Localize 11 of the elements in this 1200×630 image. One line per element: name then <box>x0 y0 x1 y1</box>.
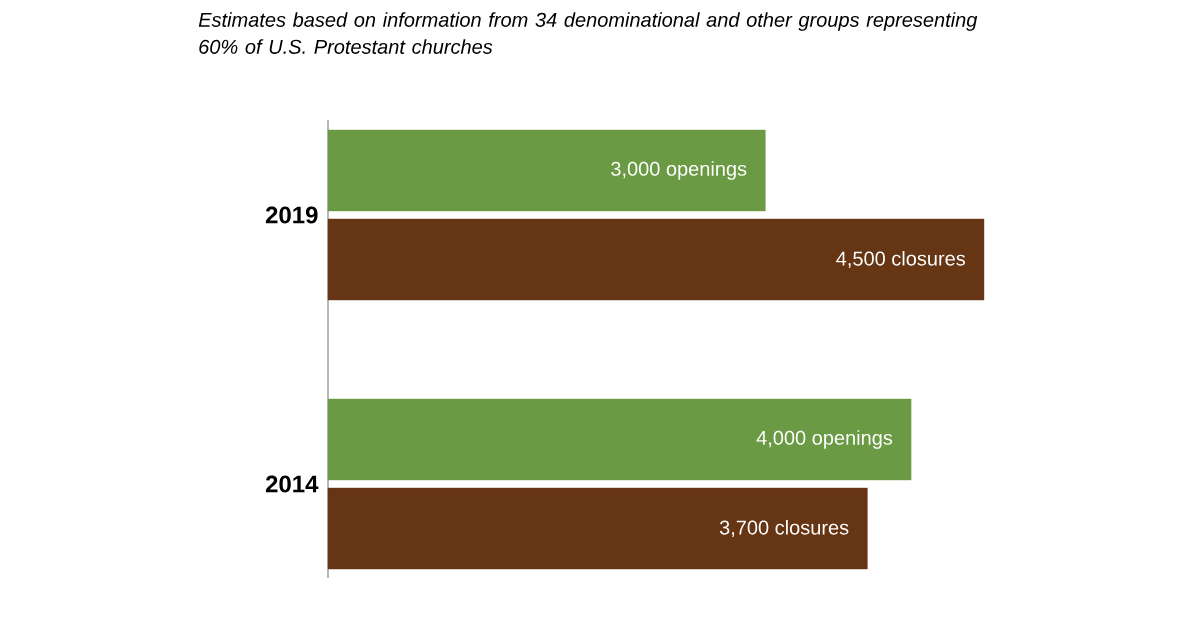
y-tick-label: 2014 <box>265 475 319 493</box>
y-tick-label: 2019 <box>265 206 318 224</box>
bar <box>327 487 868 570</box>
data-label: 4,500 closures <box>836 250 966 269</box>
data-label: 4,000 openings <box>756 430 893 449</box>
chart-title: Estimates based on information from 34 denominational and other groups representing 60% of U.S. Protestant churches <box>198 12 978 54</box>
bar <box>327 129 766 212</box>
data-label: 3,700 closures <box>719 519 849 538</box>
bar <box>327 398 912 481</box>
bar <box>327 218 985 301</box>
data-label: 3,000 openings <box>611 161 747 180</box>
